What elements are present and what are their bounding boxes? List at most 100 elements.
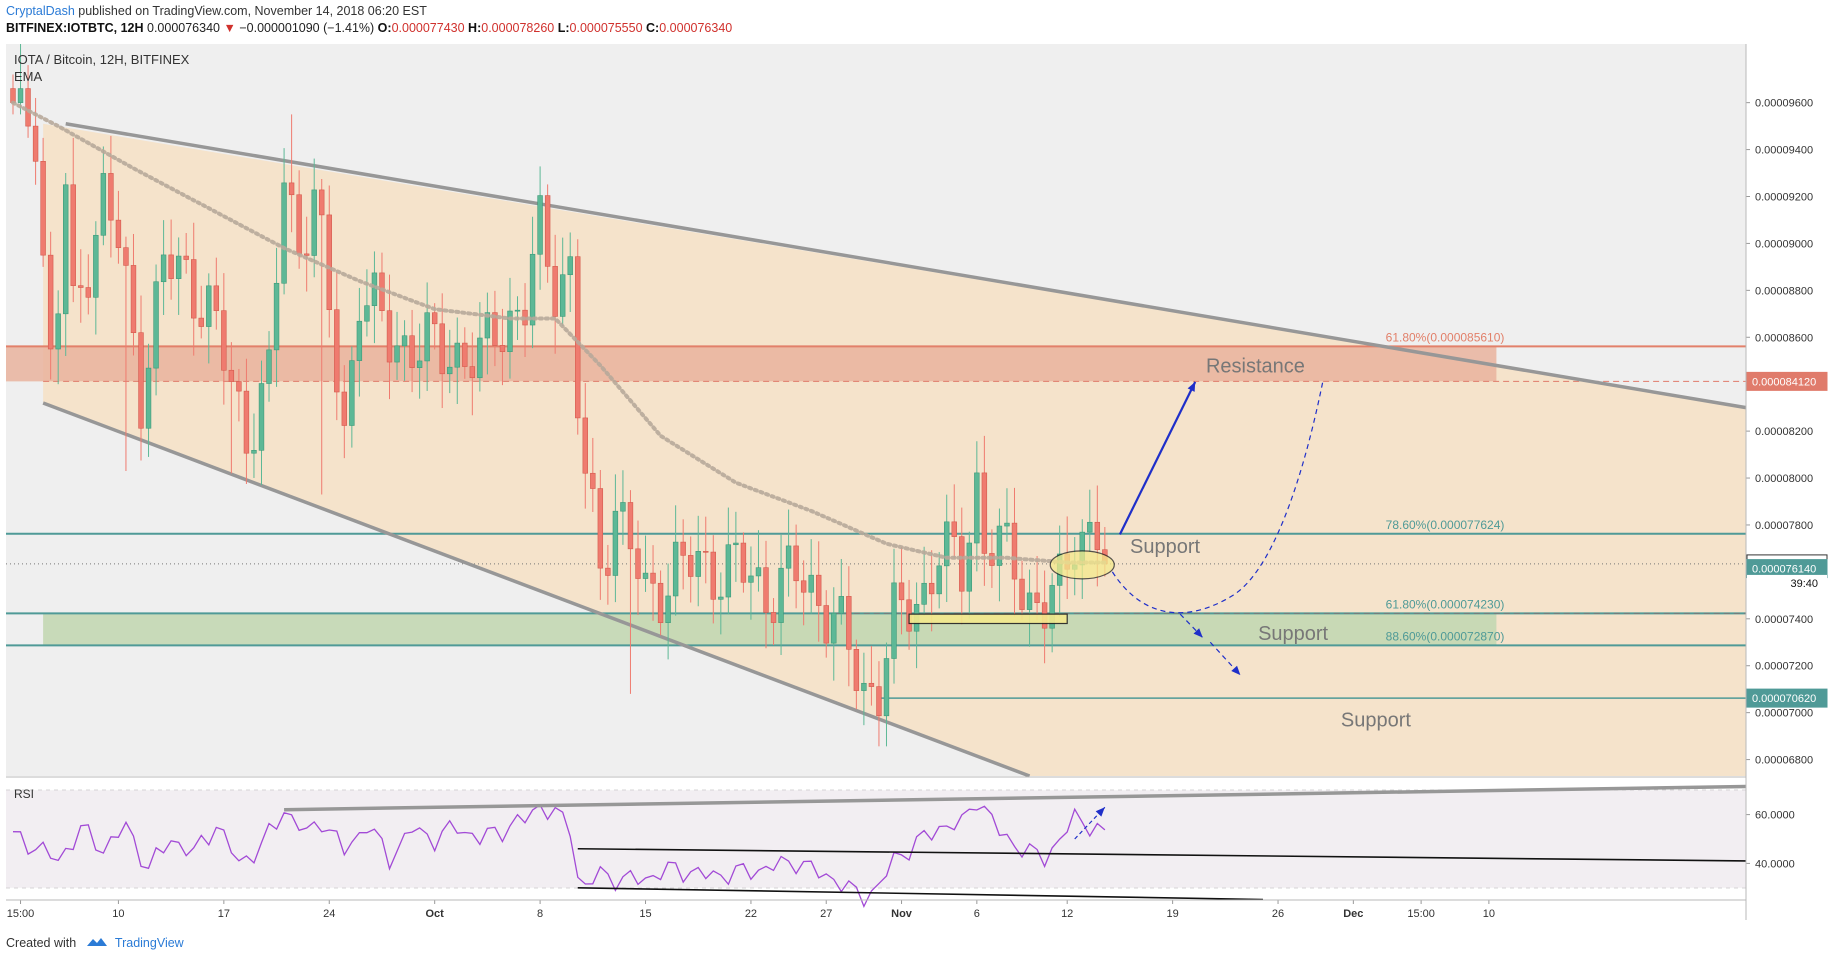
candle-body: [78, 285, 84, 288]
open-value: 0.000077430: [391, 21, 465, 35]
candle-body: [416, 360, 423, 368]
candle-body: [221, 310, 227, 371]
candle-body: [123, 247, 129, 266]
candle-body: [672, 541, 679, 597]
candle-body: [145, 367, 152, 429]
candle: [492, 290, 498, 367]
candle-body: [740, 542, 747, 583]
candle: [831, 587, 837, 681]
candle: [115, 190, 122, 264]
candle: [469, 332, 476, 416]
price-badge-label: 0.000076140: [1752, 564, 1816, 576]
candle: [326, 185, 332, 338]
tradingview-brand[interactable]: TradingView: [114, 936, 184, 950]
candle-body: [153, 281, 159, 369]
time-tick-label: 22: [745, 908, 757, 920]
candle: [687, 536, 694, 603]
candle: [424, 282, 430, 391]
time-tick-label: 15:00: [1407, 908, 1435, 920]
price-tick-label: 0.00009600: [1755, 98, 1813, 110]
candle: [258, 360, 265, 486]
candle: [582, 383, 588, 509]
candle-body: [349, 360, 355, 426]
candle: [861, 652, 867, 726]
candle-body: [469, 366, 476, 379]
candle: [409, 309, 415, 393]
candle: [341, 365, 348, 459]
candle: [484, 292, 491, 375]
rsi-projection-arrow-icon: [1095, 807, 1105, 817]
candle-body: [198, 317, 204, 327]
price-change: −0.000001090 (−1.41%): [239, 21, 375, 35]
candle-body: [876, 686, 882, 717]
ohlc-bar: BITFINEX:IOTBTC, 12H 0.000076340 ▼ −0.00…: [6, 21, 732, 35]
candle: [183, 233, 189, 274]
published-text: published on TradingView.com, November 1…: [78, 4, 427, 18]
candle-body: [364, 305, 370, 322]
candle-body: [770, 612, 777, 623]
candle: [416, 323, 423, 399]
projection-down-arrow-icon: [1193, 628, 1203, 638]
rsi-line: [12, 803, 1106, 909]
last-price: 0.000076340: [147, 21, 220, 35]
candle-body: [1019, 578, 1025, 610]
author-link[interactable]: CryptalDash: [6, 4, 75, 18]
candle: [138, 295, 144, 461]
candle-body: [206, 285, 212, 327]
candle: [175, 237, 182, 315]
candle: [559, 237, 566, 327]
publish-header: CryptalDash published on TradingView.com…: [6, 4, 427, 18]
candle-body: [63, 184, 69, 315]
candle-body: [32, 125, 39, 162]
candle: [40, 137, 46, 267]
candle-body: [100, 173, 107, 236]
candle-body: [680, 541, 686, 556]
candle: [868, 645, 875, 706]
candle: [447, 329, 453, 394]
candle-body: [635, 548, 641, 579]
candle-body: [620, 502, 626, 512]
high-label: H:: [468, 21, 482, 35]
low-value: 0.000075550: [569, 21, 643, 35]
candle: [710, 535, 716, 624]
candle: [544, 184, 551, 283]
candle: [1019, 560, 1025, 620]
candle: [718, 572, 724, 635]
candle: [454, 317, 460, 404]
candle: [243, 358, 250, 484]
candle: [680, 519, 686, 590]
candle: [853, 639, 860, 710]
open-label: O:: [377, 21, 392, 35]
candle: [748, 546, 754, 620]
candle-body: [409, 335, 415, 368]
candle: [364, 269, 370, 337]
price-tick-label: 0.00007400: [1755, 614, 1813, 626]
candle-body: [160, 254, 167, 283]
candle: [936, 552, 942, 609]
candle: [311, 158, 317, 278]
candle-body: [928, 582, 935, 595]
candle-body: [763, 567, 769, 613]
candle: [642, 535, 649, 592]
candle: [236, 368, 242, 422]
candle: [695, 515, 701, 607]
candle-body: [582, 417, 588, 474]
price-tick-label: 0.00008800: [1755, 285, 1813, 297]
projected-path-up: [1111, 379, 1324, 614]
candle: [477, 302, 483, 392]
candle: [198, 285, 204, 339]
candle: [191, 222, 197, 356]
candle-body: [40, 161, 46, 256]
candle-body: [537, 195, 543, 255]
candle: [823, 590, 829, 658]
candle-body: [439, 323, 445, 375]
close-value: 0.000076340: [659, 21, 733, 35]
candle-body: [966, 542, 973, 592]
candle-body: [326, 214, 332, 310]
rsi-upper-trendline: [284, 784, 1747, 812]
candle: [499, 308, 506, 386]
candle-body: [642, 572, 649, 579]
candle-body: [10, 88, 16, 103]
candle-body: [936, 565, 942, 595]
